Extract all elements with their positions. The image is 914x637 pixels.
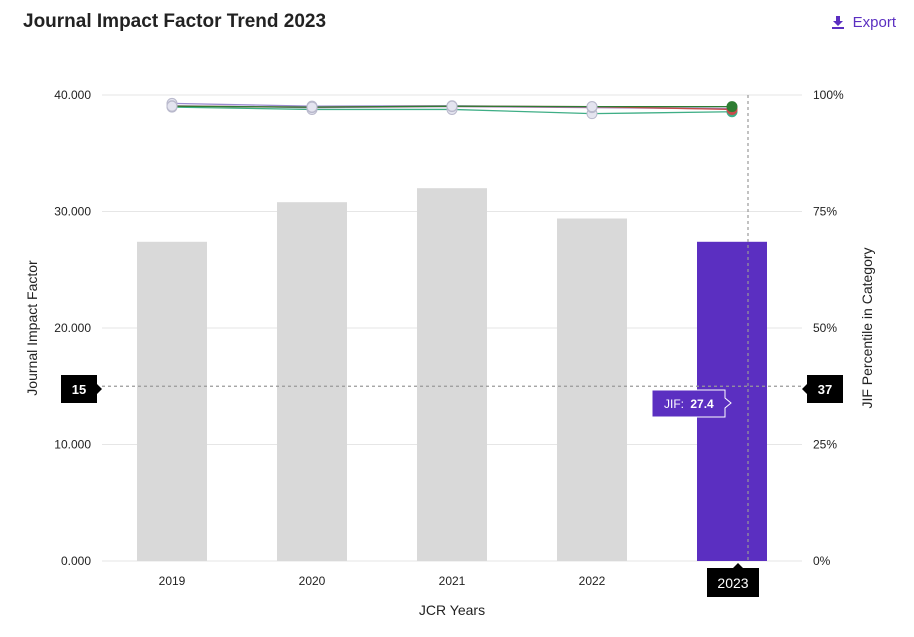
x-tick-label: 2021	[439, 574, 466, 588]
y-tick-label: 0.000	[61, 554, 91, 568]
percentile-point	[166, 100, 178, 112]
export-button[interactable]: Export	[831, 14, 896, 31]
y-tick-label: 10.000	[54, 438, 91, 452]
right-crosshair-marker: 37	[802, 375, 843, 403]
y2-tick-label: 100%	[813, 88, 844, 102]
percentile-lines	[166, 97, 738, 120]
y2-axis-title: JIF Percentile in Category	[859, 247, 875, 408]
x-tick-label: 2022	[579, 574, 606, 588]
y2-tick-label: 75%	[813, 205, 837, 219]
y2-tick-label: 50%	[813, 321, 837, 335]
y-axis-title: Journal Impact Factor	[24, 260, 40, 396]
right-axis-ticks: 0% 25% 50% 75% 100%	[813, 88, 844, 568]
x-crosshair-marker: 2023	[707, 563, 759, 597]
left-crosshair-marker: 15	[61, 375, 102, 403]
x-tick-label: 2019	[159, 574, 186, 588]
tooltip-label: JIF:	[664, 397, 684, 411]
jif-tooltip: JIF: 27.4	[651, 389, 732, 418]
left-crosshair-value: 15	[72, 382, 86, 397]
percentile-point	[726, 101, 738, 113]
y-tick-label: 40.000	[54, 88, 91, 102]
y-tick-label: 20.000	[54, 321, 91, 335]
x-axis-ticks: 2019 2020 2021 2022	[159, 574, 606, 588]
percentile-point	[446, 100, 458, 112]
x-crosshair-value: 2023	[717, 575, 748, 591]
bar	[277, 202, 347, 561]
right-crosshair-value: 37	[818, 382, 832, 397]
crosshair	[102, 95, 802, 561]
left-axis-ticks: 0.000 10.000 20.000 30.000 40.000	[54, 88, 91, 568]
download-icon	[831, 16, 844, 29]
bar	[417, 188, 487, 561]
x-axis-title: JCR Years	[419, 602, 485, 618]
percentile-point	[586, 101, 598, 113]
export-label: Export	[852, 14, 896, 31]
bar	[137, 241, 207, 562]
tooltip-value: 27.4	[690, 397, 714, 411]
svg-text:JIF: 27.4: JIF: 27.4	[664, 397, 714, 411]
y2-tick-label: 0%	[813, 554, 831, 568]
page-title: Journal Impact Factor Trend 2023	[23, 11, 327, 32]
y-tick-label: 30.000	[54, 205, 91, 219]
percentile-point	[306, 101, 318, 113]
bar	[557, 218, 627, 562]
x-tick-label: 2020	[299, 574, 326, 588]
bars	[137, 188, 767, 562]
y2-tick-label: 25%	[813, 438, 837, 452]
